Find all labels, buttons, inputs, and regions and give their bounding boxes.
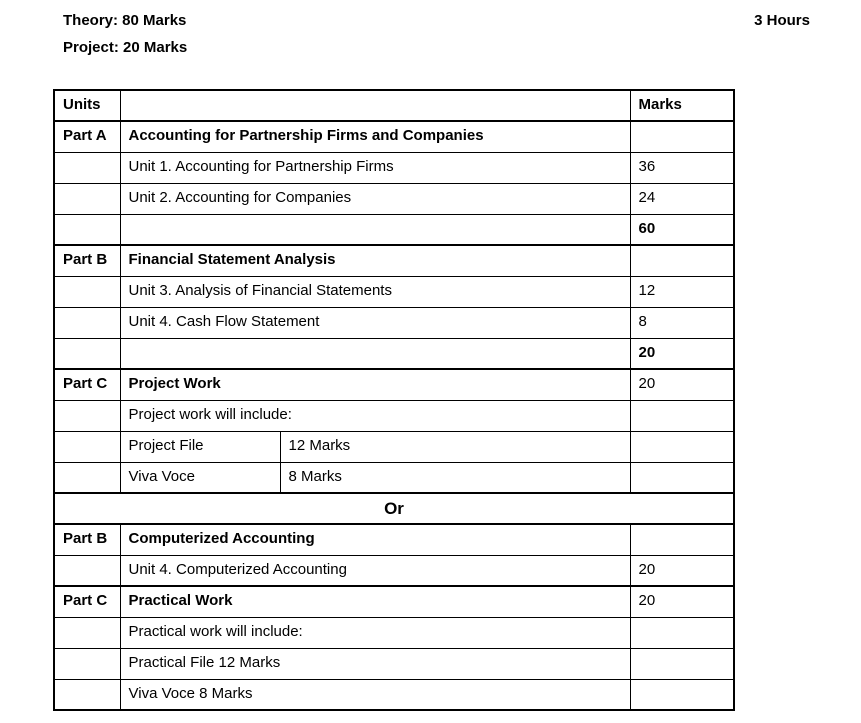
units-cell — [53, 461, 121, 494]
description-cell: Project Work — [119, 368, 631, 401]
marks-cell: 60 — [629, 213, 735, 246]
units-cell — [53, 647, 121, 680]
units-cell — [53, 616, 121, 649]
marks-cell: 20 — [629, 585, 735, 618]
table-row: Part A Accounting for Partnership Firms a… — [53, 120, 735, 153]
description-cell: Project work will include: — [119, 399, 631, 432]
description-cell: Viva Voce 8 Marks — [119, 678, 631, 711]
marks-cell — [629, 461, 735, 494]
table-row: Part C Project Work 20 — [53, 368, 735, 401]
units-cell — [53, 554, 121, 587]
units-cell — [53, 151, 121, 184]
units-cell: Part B — [53, 244, 121, 277]
syllabus-table-body: Units Marks Part A Accounting for Partnersh… — [53, 89, 735, 711]
marks-cell: 36 — [629, 151, 735, 184]
theory-marks-label: Theory: 80 Marks — [63, 12, 187, 29]
exam-marks-header: Theory: 80 Marks Project: 20 Marks — [63, 7, 187, 61]
table-row: Units Marks — [53, 89, 735, 122]
marks-cell: 20 — [629, 368, 735, 401]
table-row: Practical work will include: — [53, 616, 735, 649]
marks-cell — [629, 523, 735, 556]
table-row: Part C Practical Work 20 — [53, 585, 735, 618]
table-row: Unit 4. Computerized Accounting 20 — [53, 554, 735, 587]
item-label-cell: Viva Voce — [119, 461, 281, 494]
description-cell: Unit 2. Accounting for Companies — [119, 182, 631, 215]
marks-cell — [629, 430, 735, 463]
description-cell — [119, 337, 631, 370]
description-cell: Financial Statement Analysis — [119, 244, 631, 277]
units-cell — [53, 678, 121, 711]
marks-cell: 20 — [629, 554, 735, 587]
description-cell: Unit 1. Accounting for Partnership Firms — [119, 151, 631, 184]
units-cell — [53, 182, 121, 215]
item-marks-cell: 8 Marks — [279, 461, 631, 494]
marks-cell: 24 — [629, 182, 735, 215]
marks-cell: 12 — [629, 275, 735, 308]
table-row: Project File 12 Marks — [53, 430, 735, 463]
description-cell: Computerized Accounting — [119, 523, 631, 556]
description-cell — [119, 89, 631, 122]
table-row: Part B Financial Statement Analysis — [53, 244, 735, 277]
syllabus-table: Units Marks Part A Accounting for Partnersh… — [53, 89, 735, 711]
marks-cell — [629, 616, 735, 649]
table-row: Viva Voce 8 Marks — [53, 678, 735, 711]
description-cell: Practical work will include: — [119, 616, 631, 649]
marks-cell — [629, 120, 735, 153]
description-cell: Practical File 12 Marks — [119, 647, 631, 680]
units-cell: Part C — [53, 368, 121, 401]
description-cell: Unit 4. Cash Flow Statement — [119, 306, 631, 339]
units-cell: Part B — [53, 523, 121, 556]
marks-cell — [629, 647, 735, 680]
units-cell — [53, 399, 121, 432]
table-row: Practical File 12 Marks — [53, 647, 735, 680]
description-cell: Unit 4. Computerized Accounting — [119, 554, 631, 587]
units-cell — [53, 430, 121, 463]
table-row: Unit 3. Analysis of Financial Statements… — [53, 275, 735, 308]
table-row: Project work will include: — [53, 399, 735, 432]
description-cell: Unit 3. Analysis of Financial Statements — [119, 275, 631, 308]
units-cell — [53, 275, 121, 308]
units-cell — [53, 213, 121, 246]
units-cell: Part A — [53, 120, 121, 153]
marks-cell — [629, 399, 735, 432]
description-cell: Accounting for Partnership Firms and Com… — [119, 120, 631, 153]
table-row: Unit 1. Accounting for Partnership Firms… — [53, 151, 735, 184]
or-divider-cell: Or — [53, 492, 735, 525]
units-cell: Part C — [53, 585, 121, 618]
marks-cell: Marks — [629, 89, 735, 122]
item-label-cell: Project File — [119, 430, 281, 463]
marks-cell: 8 — [629, 306, 735, 339]
marks-cell — [629, 678, 735, 711]
units-cell: Units — [53, 89, 121, 122]
description-cell — [119, 213, 631, 246]
table-row: Unit 2. Accounting for Companies 24 — [53, 182, 735, 215]
project-marks-label: Project: 20 Marks — [63, 39, 188, 56]
description-cell: Practical Work — [119, 585, 631, 618]
table-row: 20 — [53, 337, 735, 370]
table-row: Or — [53, 492, 735, 525]
marks-cell: 20 — [629, 337, 735, 370]
units-cell — [53, 306, 121, 339]
item-marks-cell: 12 Marks — [279, 430, 631, 463]
table-row: Viva Voce 8 Marks — [53, 461, 735, 494]
table-row: 60 — [53, 213, 735, 246]
table-row: Unit 4. Cash Flow Statement 8 — [53, 306, 735, 339]
marks-cell — [629, 244, 735, 277]
units-cell — [53, 337, 121, 370]
duration-label: 3 Hours — [754, 12, 810, 29]
table-row: Part B Computerized Accounting — [53, 523, 735, 556]
